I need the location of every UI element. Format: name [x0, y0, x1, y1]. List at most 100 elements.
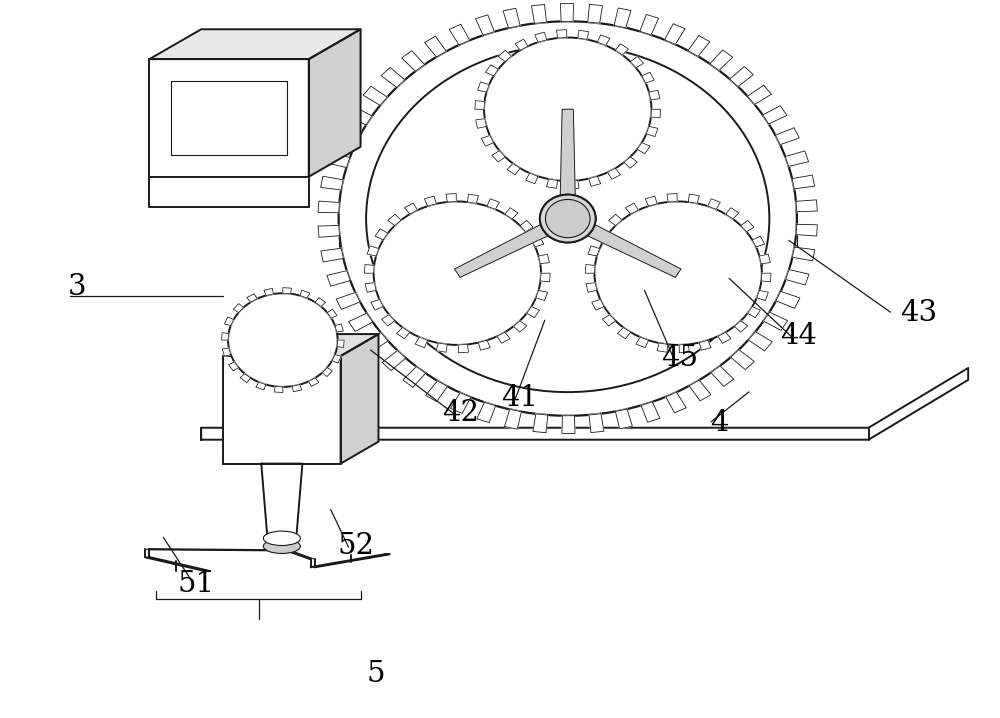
- Polygon shape: [752, 236, 765, 247]
- Polygon shape: [532, 4, 546, 24]
- Polygon shape: [564, 213, 681, 277]
- Polygon shape: [748, 307, 760, 317]
- Polygon shape: [708, 199, 720, 209]
- Polygon shape: [335, 324, 343, 332]
- Polygon shape: [371, 299, 383, 310]
- Polygon shape: [763, 312, 788, 330]
- Polygon shape: [476, 118, 486, 129]
- Polygon shape: [592, 299, 604, 310]
- Polygon shape: [776, 292, 800, 308]
- Polygon shape: [381, 67, 405, 88]
- Polygon shape: [515, 39, 528, 50]
- Polygon shape: [741, 220, 754, 232]
- Polygon shape: [233, 304, 243, 312]
- Ellipse shape: [366, 45, 769, 392]
- Polygon shape: [477, 402, 496, 423]
- Polygon shape: [533, 414, 548, 433]
- Polygon shape: [349, 313, 373, 332]
- Polygon shape: [375, 229, 388, 240]
- Polygon shape: [578, 30, 589, 39]
- Polygon shape: [367, 246, 379, 256]
- Polygon shape: [261, 464, 302, 538]
- Polygon shape: [492, 151, 505, 162]
- Ellipse shape: [228, 293, 338, 387]
- Polygon shape: [596, 229, 609, 240]
- Polygon shape: [699, 340, 711, 350]
- Polygon shape: [436, 343, 447, 353]
- Polygon shape: [761, 273, 771, 282]
- Polygon shape: [526, 173, 538, 184]
- Polygon shape: [562, 416, 575, 434]
- Ellipse shape: [594, 202, 762, 345]
- Text: 44: 44: [780, 322, 817, 350]
- Polygon shape: [332, 355, 341, 363]
- Polygon shape: [458, 345, 469, 353]
- Polygon shape: [497, 332, 510, 343]
- Polygon shape: [505, 208, 518, 219]
- Polygon shape: [327, 152, 350, 167]
- Polygon shape: [505, 409, 521, 429]
- Polygon shape: [726, 208, 739, 219]
- Polygon shape: [747, 85, 771, 105]
- Polygon shape: [665, 24, 685, 45]
- Text: 42: 42: [442, 398, 479, 426]
- Polygon shape: [586, 283, 597, 292]
- Text: 3: 3: [67, 274, 86, 302]
- Polygon shape: [503, 9, 520, 28]
- Polygon shape: [318, 225, 339, 237]
- Polygon shape: [403, 367, 426, 387]
- Text: 43: 43: [900, 299, 937, 327]
- Polygon shape: [711, 366, 734, 386]
- Polygon shape: [547, 179, 558, 188]
- Polygon shape: [449, 24, 470, 45]
- Polygon shape: [649, 90, 660, 100]
- Polygon shape: [348, 107, 372, 125]
- Polygon shape: [689, 380, 711, 401]
- Polygon shape: [397, 327, 410, 339]
- Polygon shape: [201, 368, 968, 439]
- Polygon shape: [337, 340, 344, 348]
- Polygon shape: [363, 86, 387, 106]
- Polygon shape: [475, 101, 485, 109]
- Polygon shape: [223, 356, 341, 464]
- Text: 5: 5: [366, 660, 385, 688]
- Polygon shape: [560, 4, 574, 22]
- Polygon shape: [536, 290, 547, 301]
- Polygon shape: [498, 50, 511, 62]
- Polygon shape: [641, 402, 660, 422]
- Polygon shape: [757, 290, 768, 301]
- Polygon shape: [478, 82, 489, 92]
- Polygon shape: [318, 201, 339, 213]
- Polygon shape: [615, 44, 628, 55]
- Polygon shape: [485, 65, 498, 76]
- Ellipse shape: [545, 200, 590, 238]
- Polygon shape: [597, 34, 610, 45]
- Polygon shape: [455, 213, 572, 277]
- Polygon shape: [535, 32, 547, 42]
- Polygon shape: [264, 289, 273, 296]
- Polygon shape: [426, 381, 447, 401]
- Polygon shape: [341, 334, 378, 464]
- Polygon shape: [609, 214, 622, 225]
- Polygon shape: [688, 194, 699, 203]
- Polygon shape: [651, 109, 661, 118]
- Polygon shape: [256, 382, 266, 390]
- Polygon shape: [730, 67, 753, 87]
- Polygon shape: [520, 220, 533, 232]
- Polygon shape: [527, 307, 540, 317]
- Polygon shape: [364, 264, 374, 273]
- Polygon shape: [402, 51, 425, 71]
- Ellipse shape: [263, 539, 300, 554]
- Polygon shape: [602, 314, 616, 326]
- Polygon shape: [640, 14, 659, 35]
- Polygon shape: [748, 332, 772, 351]
- Polygon shape: [229, 362, 239, 371]
- Polygon shape: [300, 290, 310, 298]
- Polygon shape: [487, 199, 499, 209]
- Polygon shape: [657, 343, 668, 353]
- Polygon shape: [539, 254, 549, 264]
- Polygon shape: [365, 283, 376, 292]
- Ellipse shape: [484, 37, 651, 181]
- Polygon shape: [637, 143, 650, 154]
- Polygon shape: [382, 350, 406, 370]
